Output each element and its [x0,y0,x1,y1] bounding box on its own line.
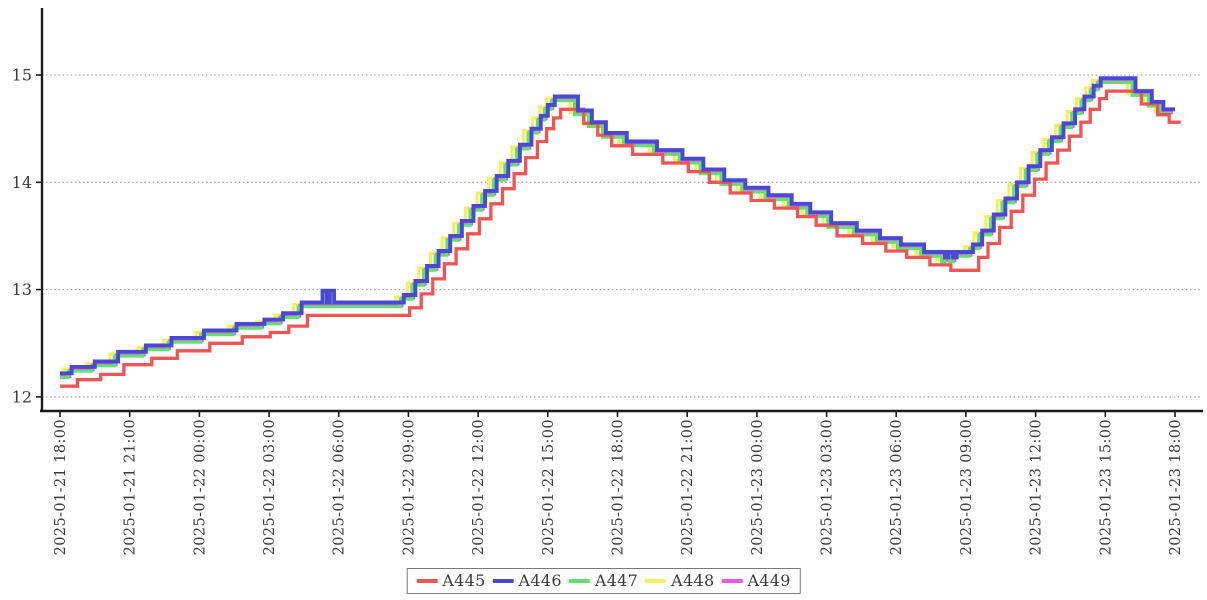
legend-label: A446 [518,571,562,590]
legend-dash-icon [721,578,743,583]
y-tick-label: 14 [12,173,32,192]
legend-label: A448 [671,571,715,590]
legend-item-a445: A445 [416,571,485,590]
series-line-a445 [60,89,1181,388]
x-tick-label: 2025-01-23 06:00 [889,419,905,555]
x-tick-label: 2025-01-22 03:00 [262,419,278,555]
legend-dash-icon [416,578,438,583]
x-tick-label: 2025-01-22 15:00 [541,419,557,555]
x-tick-label: 2025-01-22 12:00 [471,419,487,555]
y-tick-label: 15 [12,66,32,85]
x-tick-label: 2025-01-23 00:00 [750,419,766,555]
x-tick-label: 2025-01-22 00:00 [192,419,208,555]
y-tick-label: 13 [12,280,32,299]
x-tick-label: 2025-01-23 18:00 [1168,419,1184,555]
legend-label: A445 [442,571,486,590]
legend-item-a446: A446 [492,571,562,590]
chart-legend: A445 A446 A447 A448 A449 [406,568,801,594]
x-tick-label: 2025-01-23 15:00 [1098,419,1114,555]
x-tick-label: 2025-01-23 03:00 [820,419,836,555]
x-tick-label: 2025-01-22 21:00 [680,419,696,555]
x-tick-label: 2025-01-22 09:00 [401,419,417,555]
x-tick-label: 2025-01-22 18:00 [611,419,627,555]
series-line-a447 [60,81,1172,380]
legend-dash-icon [492,578,514,583]
series-line-a446 [60,76,1175,376]
x-tick-label: 2025-01-23 09:00 [959,419,975,555]
legend-item-a447: A447 [568,571,639,590]
legend-label: A449 [747,571,791,590]
legend-label: A447 [594,571,639,590]
x-tick-label: 2025-01-22 06:00 [332,419,348,555]
x-tick-label: 2025-01-23 12:00 [1029,419,1045,555]
x-tick-label: 2025-01-21 18:00 [53,419,69,555]
legend-dash-icon [568,578,590,583]
x-tick-label: 2025-01-21 21:00 [123,419,139,555]
legend-dash-icon [645,578,667,583]
y-tick-label: 12 [12,387,32,406]
legend-item-a448: A448 [645,571,714,590]
legend-item-a449: A449 [721,571,790,590]
